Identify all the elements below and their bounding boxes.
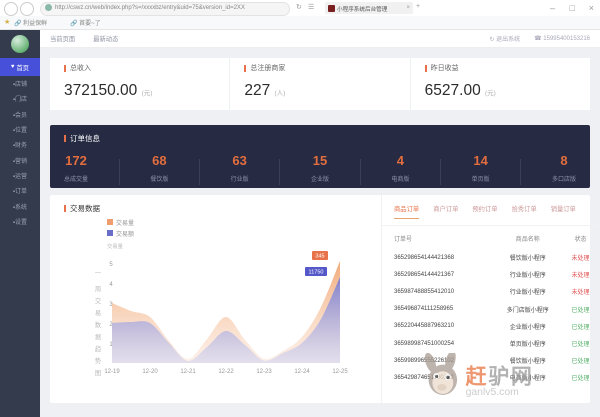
svg-text:交易额: 交易额 (116, 230, 134, 238)
svg-text:数: 数 (95, 320, 102, 329)
svg-text:12-21: 12-21 (180, 369, 196, 375)
svg-text:5: 5 (109, 262, 113, 268)
svg-text:12-24: 12-24 (294, 369, 310, 375)
svg-text:势: 势 (95, 356, 102, 365)
svg-text:交易量: 交易量 (116, 219, 134, 227)
svg-text:交: 交 (95, 296, 102, 305)
svg-text:4: 4 (109, 282, 113, 288)
svg-text:12-19: 12-19 (104, 369, 120, 375)
svg-text:据: 据 (95, 332, 102, 341)
svg-text:图: 图 (95, 369, 101, 377)
svg-text:345: 345 (315, 254, 324, 260)
svg-text:ganlv5.com: ganlv5.com (466, 387, 519, 398)
svg-text:11750: 11750 (309, 270, 324, 276)
svg-text:周: 周 (95, 285, 101, 293)
svg-text:驴: 驴 (488, 365, 509, 389)
svg-text:12-25: 12-25 (332, 369, 348, 375)
svg-text:易: 易 (95, 309, 101, 317)
svg-text:12-23: 12-23 (256, 369, 272, 375)
svg-text:趋: 趋 (95, 344, 102, 353)
svg-text:12-22: 12-22 (218, 369, 234, 375)
svg-text:一: 一 (95, 270, 102, 277)
svg-text:12-20: 12-20 (142, 369, 158, 375)
svg-text:网: 网 (511, 366, 532, 389)
svg-text:赶: 赶 (465, 365, 488, 389)
svg-text:交易量: 交易量 (107, 242, 124, 250)
